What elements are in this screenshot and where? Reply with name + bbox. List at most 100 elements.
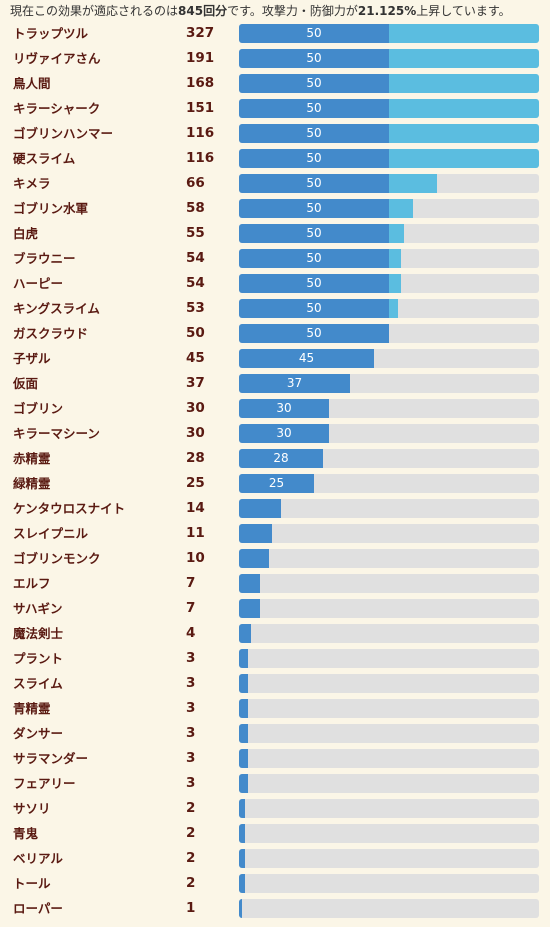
bar-track	[239, 874, 539, 893]
bar	[239, 749, 248, 768]
category-label: スレイプニル	[13, 526, 89, 541]
chart-row: 鳥人間 168 50	[0, 71, 550, 96]
value-label: 2	[186, 875, 196, 891]
category-label: 白虎	[13, 226, 39, 241]
chart-row: ゴブリンハンマー 116 50	[0, 121, 550, 146]
bar-overflow	[389, 299, 398, 318]
bar	[239, 449, 323, 468]
value-label: 14	[186, 500, 205, 516]
bar-data-label: 45	[298, 351, 315, 365]
bar	[239, 99, 389, 118]
bar-data-label: 30	[276, 401, 292, 415]
chart-row: トール 2	[0, 871, 550, 896]
bar-track: 50	[239, 224, 539, 243]
category-label: ゴブリン	[13, 401, 64, 416]
value-label: 116	[186, 125, 215, 141]
value-label: 25	[186, 475, 205, 491]
summary-middle: です。攻撃力・防御力が	[227, 4, 358, 18]
category-label: キメラ	[13, 176, 51, 191]
bar-data-label: 50	[306, 226, 322, 240]
bar-overflow	[389, 249, 401, 268]
category-label: 子ザル	[13, 351, 51, 366]
bar	[239, 649, 248, 668]
chart-row: ローパー 1	[0, 896, 550, 921]
bar-track	[239, 599, 539, 618]
value-label: 10	[186, 550, 205, 566]
category-label: トラップツル	[13, 26, 89, 41]
bar-overflow	[389, 174, 437, 193]
bar-track	[239, 824, 539, 843]
bar-track	[239, 724, 539, 743]
chart-row: 白虎 55 50	[0, 221, 550, 246]
bar-track: 50	[239, 124, 539, 143]
summary-suffix: 上昇しています。	[416, 4, 511, 18]
bar-overflow	[389, 24, 539, 43]
bar-track	[239, 549, 539, 568]
category-label: ガスクラウド	[13, 326, 89, 341]
value-label: 116	[186, 150, 215, 166]
bar-track: 50	[239, 274, 539, 293]
category-label: サソリ	[13, 801, 51, 816]
chart-row: 赤精霊 28 28	[0, 446, 550, 471]
bar	[239, 899, 242, 918]
chart-row: エルフ 7	[0, 571, 550, 596]
category-label: ベリアル	[13, 851, 63, 866]
category-label: ブラウニー	[13, 251, 76, 266]
chart-row: 仮面 37 37	[0, 371, 550, 396]
category-label: プラント	[13, 651, 64, 666]
chart-row: キングスライム 53 50	[0, 296, 550, 321]
chart-row: プラント 3	[0, 646, 550, 671]
value-label: 3	[186, 775, 196, 791]
bar-data-label: 50	[306, 326, 322, 340]
bar-track	[239, 674, 539, 693]
bar-track: 50	[239, 299, 539, 318]
chart-row: ガスクラウド 50 50	[0, 321, 550, 346]
value-label: 30	[186, 400, 205, 416]
category-label: 魔法剣士	[13, 626, 64, 641]
category-label: 硬スライム	[13, 151, 76, 166]
bar-track	[239, 799, 539, 818]
value-label: 54	[186, 250, 205, 266]
category-label: ゴブリン水軍	[13, 201, 89, 216]
bar	[239, 699, 248, 718]
chart-row: フェアリー 3	[0, 771, 550, 796]
category-label: 緑精霊	[13, 476, 51, 491]
chart-row: リヴァイアさん 191 50	[0, 46, 550, 71]
bar-track: 50	[239, 99, 539, 118]
value-label: 2	[186, 800, 196, 816]
bar-data-label: 30	[276, 426, 292, 440]
bar-track: 50	[239, 149, 539, 168]
bar-track	[239, 524, 539, 543]
value-label: 2	[186, 825, 196, 841]
value-label: 3	[186, 750, 196, 766]
bar-track	[239, 624, 539, 643]
bar	[239, 374, 350, 393]
bar-overflow	[389, 149, 539, 168]
bar	[239, 599, 260, 618]
value-label: 54	[186, 275, 205, 291]
bar-overflow	[389, 74, 539, 93]
summary-percent: 21.125%	[357, 4, 417, 18]
value-label: 151	[186, 100, 215, 116]
bar	[239, 799, 245, 818]
category-label: ローパー	[13, 901, 63, 916]
bar-track: 37	[239, 374, 539, 393]
bar	[239, 249, 389, 268]
bar	[239, 124, 389, 143]
category-label: ゴブリンハンマー	[13, 126, 114, 141]
value-label: 55	[186, 225, 205, 241]
bar	[239, 724, 248, 743]
bar-data-label: 50	[306, 26, 322, 40]
chart-row: ベリアル 2	[0, 846, 550, 871]
category-label: 赤精霊	[13, 451, 51, 466]
category-label: 青精霊	[13, 701, 51, 716]
category-label: キングスライム	[13, 301, 100, 316]
bar-data-label: 37	[286, 376, 303, 390]
bar-data-label: 25	[268, 476, 285, 490]
bar-data-label: 50	[306, 101, 322, 115]
bar-data-label: 50	[306, 51, 322, 65]
value-label: 3	[186, 700, 196, 716]
chart-row: サラマンダー 3	[0, 746, 550, 771]
category-label: 青鬼	[13, 826, 39, 841]
value-label: 7	[186, 600, 196, 616]
